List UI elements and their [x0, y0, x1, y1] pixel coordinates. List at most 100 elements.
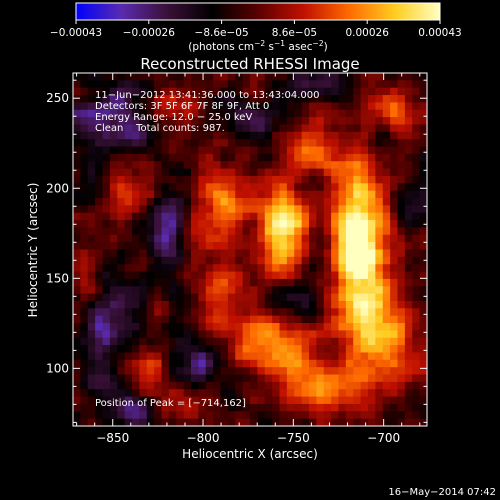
- heatmap-cell: [323, 286, 332, 295]
- heatmap-cell: [132, 300, 140, 309]
- heatmap-cell: [220, 411, 229, 420]
- y-tick-label: 250: [46, 91, 69, 105]
- heatmap-cell: [382, 418, 391, 427]
- heatmap-cell: [191, 153, 199, 162]
- heatmap-cell: [382, 212, 391, 221]
- heatmap-cell: [176, 161, 185, 170]
- heatmap-cell: [168, 95, 177, 104]
- heatmap-cell: [205, 367, 214, 376]
- heatmap-cell: [286, 146, 295, 155]
- heatmap-cell: [102, 73, 111, 81]
- heatmap-cell: [168, 102, 177, 111]
- heatmap-cell: [102, 381, 111, 390]
- heatmap-cell: [146, 315, 155, 324]
- heatmap-cell: [132, 117, 140, 126]
- heatmap-cell: [235, 227, 244, 236]
- heatmap-cell: [176, 117, 185, 126]
- heatmap-cell: [124, 367, 133, 376]
- heatmap-cell: [286, 242, 295, 251]
- heatmap-cell: [124, 359, 133, 368]
- heatmap-cell: [168, 190, 177, 199]
- heatmap-cell: [139, 87, 148, 96]
- heatmap-cell: [205, 205, 214, 214]
- heatmap-cell: [139, 249, 148, 258]
- heatmap-cell: [250, 374, 258, 383]
- heatmap-cell: [183, 212, 192, 221]
- heatmap-cell: [397, 117, 406, 126]
- heatmap-cell: [73, 168, 81, 177]
- heatmap-cell: [95, 73, 104, 81]
- heatmap-cell: [102, 205, 111, 214]
- heatmap-cell: [294, 389, 303, 398]
- heatmap-cell: [390, 308, 399, 317]
- heatmap-cell: [146, 227, 155, 236]
- heatmap-cell: [382, 330, 391, 339]
- heatmap-cell: [117, 87, 126, 96]
- heatmap-cell: [286, 73, 295, 81]
- heatmap-cell: [124, 198, 133, 206]
- heatmap-cell: [161, 175, 170, 184]
- heatmap-cell: [154, 109, 163, 118]
- heatmap-cell: [382, 190, 391, 199]
- heatmap-cell: [338, 153, 347, 162]
- heatmap-cell: [124, 234, 133, 243]
- heatmap-cell: [109, 293, 118, 302]
- heatmap-cell: [87, 242, 96, 251]
- heatmap-cell: [213, 227, 222, 236]
- heatmap-cell: [331, 198, 340, 206]
- heatmap-cell: [272, 161, 281, 170]
- heatmap-cell: [176, 381, 185, 390]
- heatmap-cell: [117, 330, 126, 339]
- heatmap-cell: [331, 168, 340, 177]
- heatmap-cell: [323, 139, 332, 148]
- heatmap-cell: [390, 109, 399, 118]
- heatmap-cell: [286, 315, 295, 324]
- heatmap-cell: [353, 345, 362, 354]
- heatmap-cell: [345, 381, 354, 390]
- heatmap-cell: [205, 337, 214, 346]
- heatmap-cell: [220, 330, 229, 339]
- heatmap-cell: [353, 271, 362, 280]
- heatmap-cell: [176, 389, 185, 398]
- heatmap-cell: [316, 315, 325, 324]
- heatmap-cell: [191, 278, 199, 287]
- heatmap-cell: [109, 205, 118, 214]
- heatmap-cell: [250, 73, 258, 81]
- heatmap-cell: [345, 124, 354, 133]
- heatmap-cell: [264, 73, 273, 81]
- heatmap-cell: [309, 403, 317, 412]
- heatmap-cell: [168, 411, 177, 420]
- heatmap-cell: [205, 168, 214, 177]
- heatmap-cell: [235, 175, 244, 184]
- heatmap-cell: [294, 73, 303, 81]
- heatmap-cell: [139, 315, 148, 324]
- heatmap-cell: [353, 73, 362, 81]
- heatmap-cell: [338, 73, 347, 81]
- heatmap-cell: [132, 80, 140, 89]
- heatmap-cell: [191, 117, 199, 126]
- heatmap-cell: [360, 278, 369, 287]
- heatmap-cell: [73, 73, 81, 81]
- heatmap-cell: [154, 278, 163, 287]
- heatmap-cell: [338, 124, 347, 133]
- heatmap-cell: [132, 389, 140, 398]
- heatmap-cell: [257, 293, 266, 302]
- heatmap-cell: [279, 271, 288, 280]
- heatmap-cell: [146, 183, 155, 192]
- heatmap-cell: [294, 175, 303, 184]
- heatmap-cell: [73, 95, 81, 104]
- heatmap-cell: [368, 168, 376, 177]
- heatmap-cell: [286, 131, 295, 140]
- heatmap-cell: [375, 234, 384, 243]
- heatmap-cell: [345, 367, 354, 376]
- heatmap-cell: [191, 396, 199, 405]
- heatmap-cell: [227, 234, 236, 243]
- heatmap-cell: [73, 161, 81, 170]
- heatmap-cell: [323, 315, 332, 324]
- heatmap-cell: [227, 315, 236, 324]
- heatmap-cell: [146, 73, 155, 81]
- heatmap-cell: [390, 300, 399, 309]
- heatmap-cell: [345, 146, 354, 155]
- peak-position-label: Position of Peak = [−714,162]: [95, 398, 246, 409]
